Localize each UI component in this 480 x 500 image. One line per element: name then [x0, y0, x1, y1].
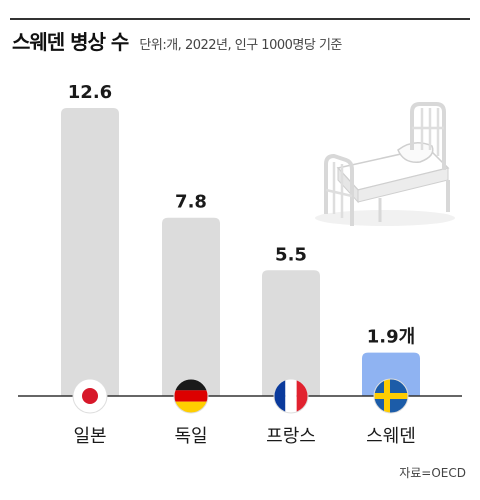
- germany-flag-icon: [173, 378, 209, 414]
- top-rule: [10, 18, 470, 20]
- japan-flag-icon: [72, 378, 108, 414]
- hospital-bed-icon: [315, 102, 455, 226]
- chart-subtitle: 단위:개, 2022년, 인구 1000명당 기준: [139, 38, 342, 53]
- category-label-스웨덴: 스웨덴: [366, 426, 416, 447]
- value-label-독일: 7.8: [175, 192, 207, 213]
- value-label-스웨덴: 1.9개: [367, 327, 415, 348]
- chart-title: 스웨덴 병상 수: [12, 30, 129, 54]
- source-note: 자료=OECD: [399, 466, 466, 480]
- bar-독일: [162, 217, 220, 396]
- bar-일본: [61, 108, 119, 396]
- value-label-일본: 12.6: [68, 82, 112, 103]
- bar-스웨덴: [362, 352, 420, 396]
- france-flag-icon: [273, 378, 309, 414]
- value-label-프랑스: 5.5: [275, 244, 307, 265]
- bar-프랑스: [262, 270, 320, 396]
- chart-header: 스웨덴 병상 수 단위:개, 2022년, 인구 1000명당 기준: [12, 26, 342, 55]
- category-label-일본: 일본: [73, 426, 106, 447]
- category-label-독일: 독일: [174, 426, 207, 447]
- category-label-프랑스: 프랑스: [266, 426, 316, 447]
- sweden-flag-icon: [373, 378, 409, 414]
